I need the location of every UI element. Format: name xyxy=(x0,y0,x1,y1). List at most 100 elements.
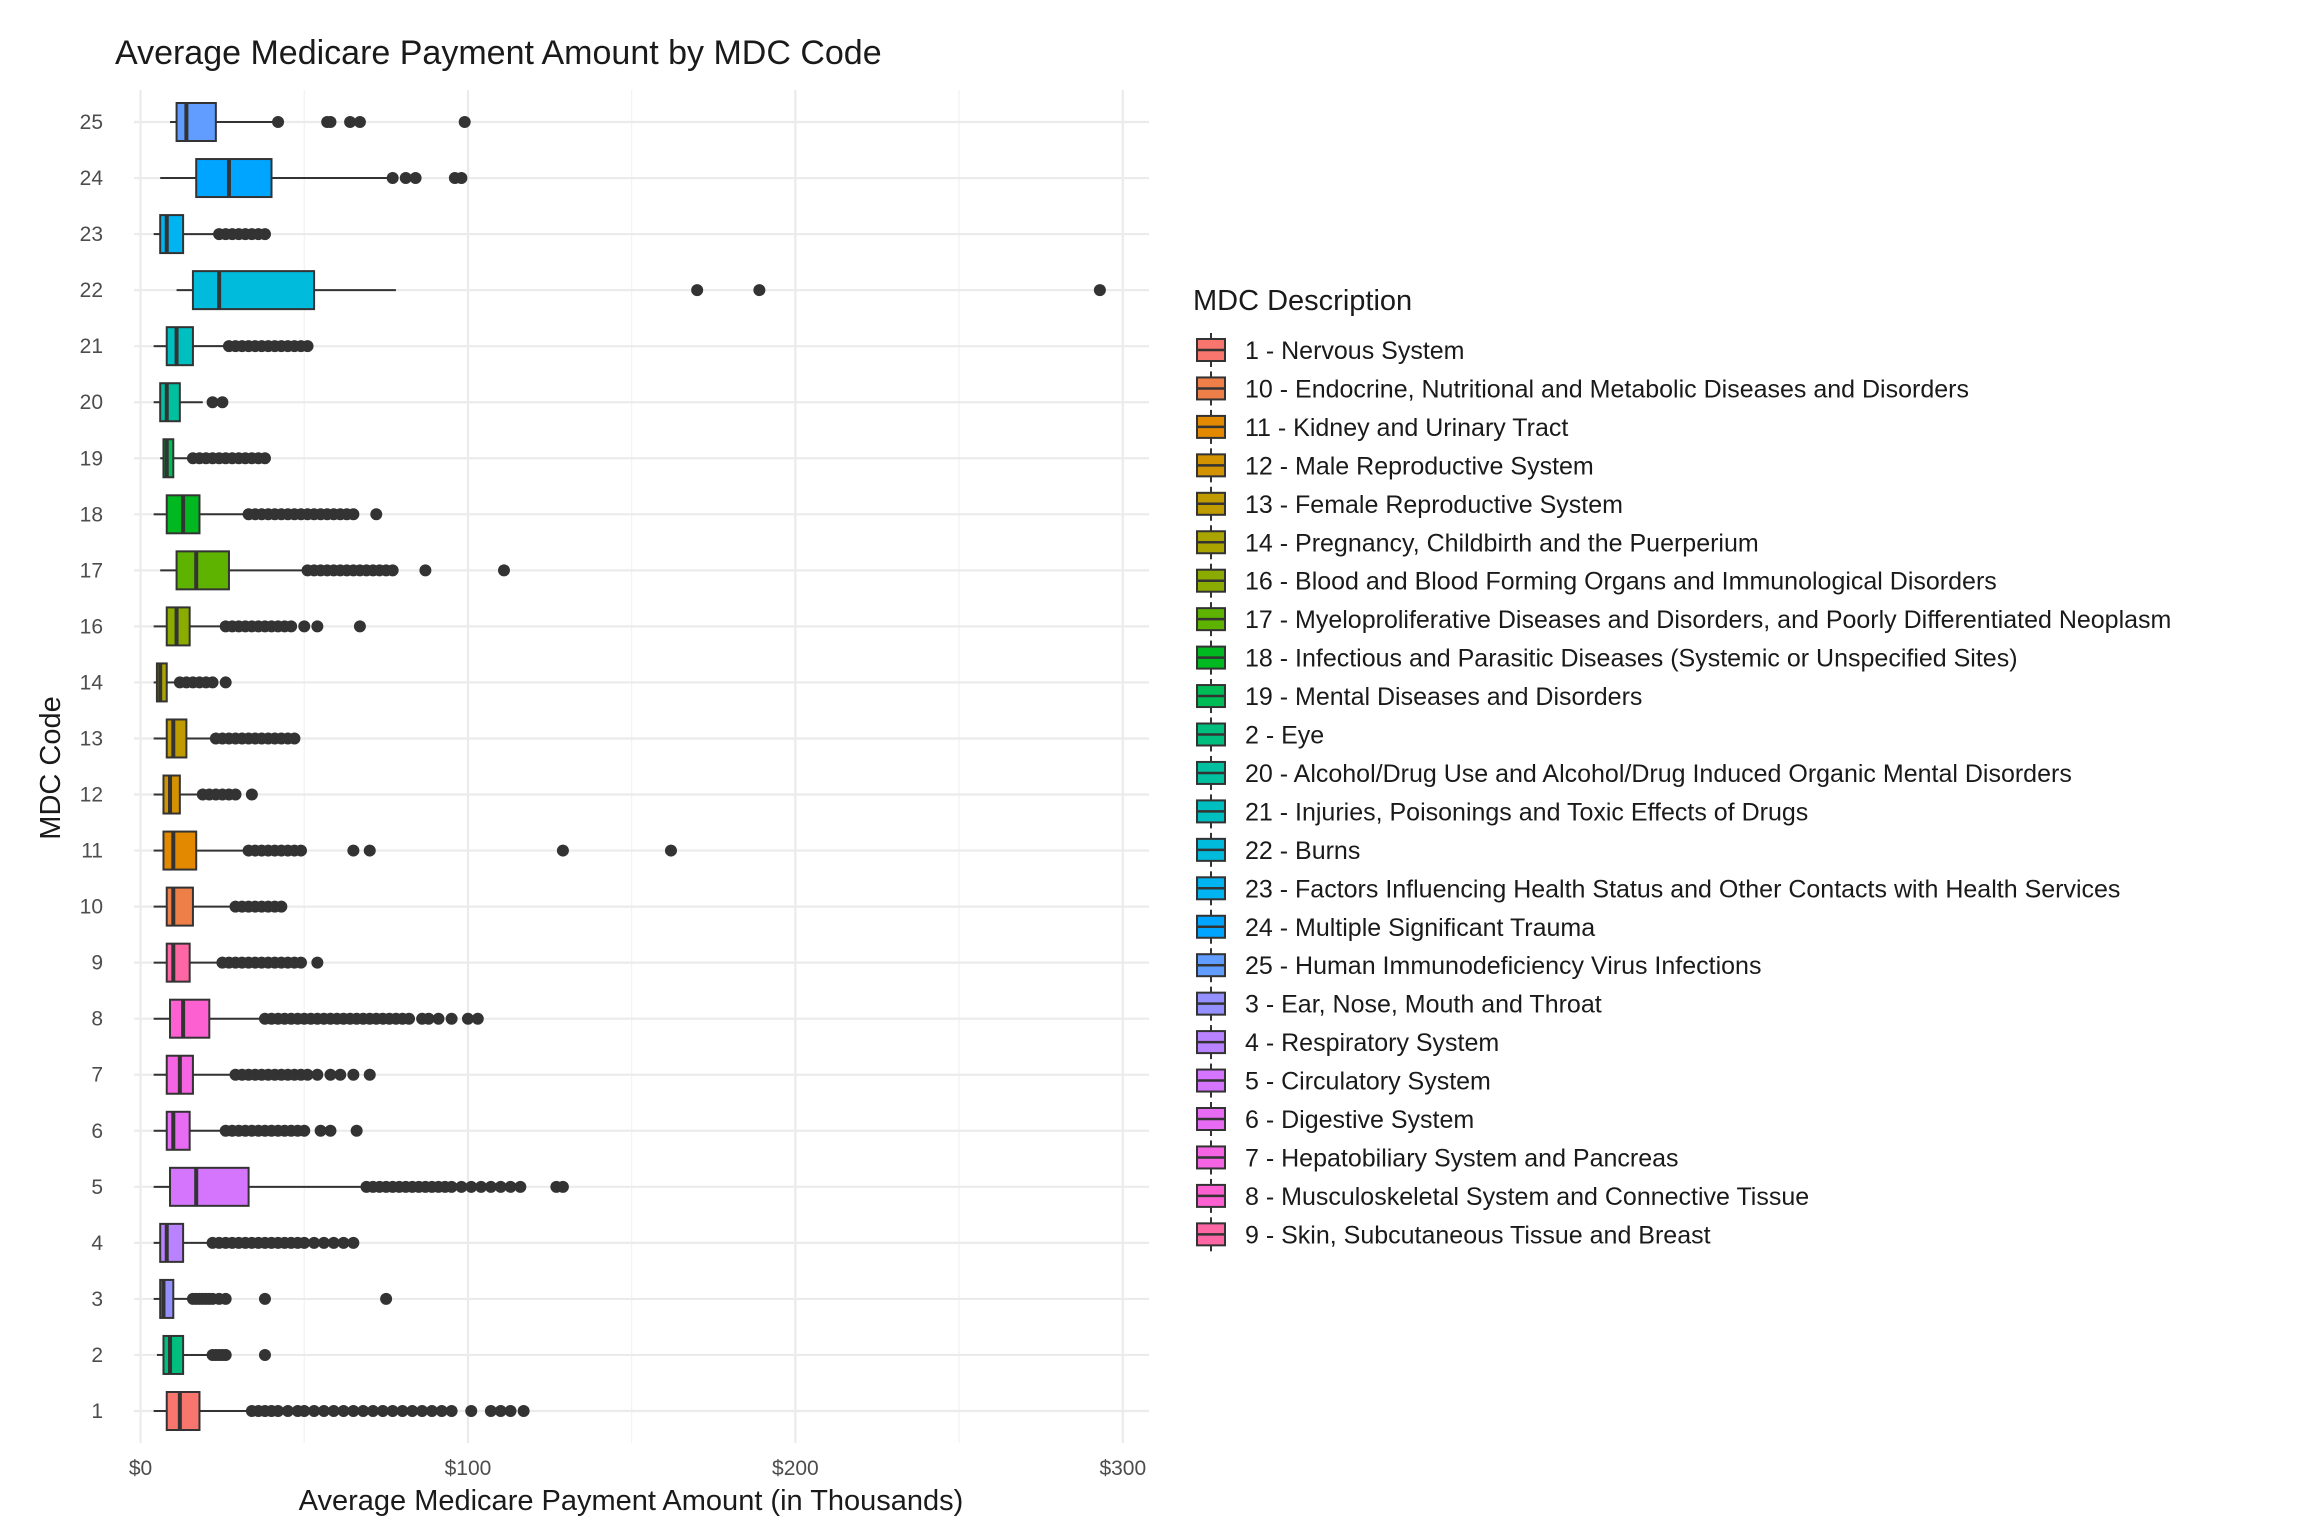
outlier-point xyxy=(317,1405,330,1417)
outlier-point xyxy=(497,564,510,577)
outlier-point xyxy=(298,1236,311,1249)
boxplot-mdc-14 xyxy=(153,662,232,703)
outlier-point xyxy=(314,1124,327,1137)
y-tick-label: 16 xyxy=(80,615,103,638)
outlier-point xyxy=(327,1405,340,1417)
outlier-point xyxy=(363,1068,376,1081)
x-tick-label: $200 xyxy=(772,1457,819,1480)
legend-label: 23 - Factors Influencing Health Status a… xyxy=(1245,875,2120,903)
legend-item: 8 - Musculoskeletal System and Connectiv… xyxy=(1196,1178,1809,1213)
boxplot-mdc-24 xyxy=(160,158,468,199)
box xyxy=(165,1391,201,1431)
box xyxy=(169,998,211,1039)
outlier-point xyxy=(514,1180,527,1193)
boxplot-mdc-18 xyxy=(153,494,383,535)
legend-item: 21 - Injuries, Poisonings and Toxic Effe… xyxy=(1196,794,1808,829)
legend-label: 22 - Burns xyxy=(1245,837,1360,865)
outlier-point xyxy=(504,1405,517,1417)
outlier-point xyxy=(294,844,307,857)
legend-item: 1 - Nervous System xyxy=(1196,333,1465,367)
box xyxy=(159,382,181,423)
y-tick-label: 17 xyxy=(80,559,103,582)
legend-label: 11 - Kidney and Urinary Tract xyxy=(1245,414,1568,442)
legend-label: 3 - Ear, Nose, Mouth and Throat xyxy=(1245,991,1602,1019)
y-tick-label: 24 xyxy=(80,167,104,190)
box xyxy=(165,1110,191,1151)
box xyxy=(165,886,194,927)
legend-item: 5 - Circulatory System xyxy=(1196,1063,1491,1098)
outlier-point xyxy=(465,1405,478,1417)
y-tick-label: 19 xyxy=(80,447,103,470)
outlier-point xyxy=(311,620,324,633)
outlier-point xyxy=(386,564,399,577)
boxplot-mdc-13 xyxy=(153,718,301,759)
box xyxy=(159,214,185,255)
boxplot-mdc-25 xyxy=(170,102,471,142)
outlier-point xyxy=(219,1292,232,1305)
outlier-point xyxy=(216,396,229,409)
outlier-point xyxy=(363,844,376,857)
outlier-point xyxy=(272,116,285,128)
y-tick-label: 22 xyxy=(80,279,103,302)
outlier-point xyxy=(445,1180,458,1193)
outlier-point xyxy=(337,1236,350,1249)
box xyxy=(165,718,188,759)
outlier-point xyxy=(380,1292,393,1305)
outlier-point xyxy=(258,1292,271,1305)
boxplot-mdc-8 xyxy=(153,998,484,1039)
outlier-point xyxy=(494,1180,507,1193)
outlier-point xyxy=(298,620,311,633)
outlier-point xyxy=(206,676,219,689)
outlier-point xyxy=(347,508,360,521)
y-axis-title: MDC Code xyxy=(35,696,67,839)
outlier-point xyxy=(753,284,766,297)
legend-item: 16 - Blood and Blood Forming Organs and … xyxy=(1196,563,1997,598)
outlier-point xyxy=(664,844,677,857)
outlier-point xyxy=(353,620,366,633)
outlier-point xyxy=(206,396,219,409)
legend-item: 20 - Alcohol/Drug Use and Alcohol/Drug I… xyxy=(1196,755,2072,790)
legend-label: 2 - Eye xyxy=(1245,722,1324,750)
legend-label: 18 - Infectious and Parasitic Diseases (… xyxy=(1245,645,2018,673)
outlier-point xyxy=(399,172,412,185)
outlier-point xyxy=(285,620,298,633)
outlier-point xyxy=(504,1180,517,1193)
box xyxy=(175,102,217,142)
boxplot-mdc-23 xyxy=(153,214,271,255)
y-tick-label: 4 xyxy=(91,1232,103,1255)
outlier-point xyxy=(311,956,324,969)
legend-item: 18 - Infectious and Parasitic Diseases (… xyxy=(1196,640,2018,675)
legend-item: 3 - Ear, Nose, Mouth and Throat xyxy=(1196,986,1602,1021)
boxplot-mdc-11 xyxy=(153,830,677,871)
boxplot-mdc-1 xyxy=(153,1391,530,1431)
boxplot-mdc-20 xyxy=(153,382,229,423)
outlier-point xyxy=(353,116,366,128)
boxplot-mdc-6 xyxy=(153,1110,363,1151)
y-tick-label: 14 xyxy=(80,671,104,694)
outlier-point xyxy=(425,1405,438,1417)
outlier-point xyxy=(272,1405,285,1417)
outlier-point xyxy=(357,1405,370,1417)
legend-item: 11 - Kidney and Urinary Tract xyxy=(1196,409,1568,444)
outlier-point xyxy=(556,844,569,857)
box xyxy=(165,942,191,983)
outlier-point xyxy=(445,1012,458,1025)
outlier-point xyxy=(327,1236,340,1249)
y-tick-label: 9 xyxy=(91,952,103,975)
outlier-point xyxy=(294,956,307,969)
boxplots xyxy=(153,102,1106,1431)
legend-item: 14 - Pregnancy, Childbirth and the Puerp… xyxy=(1196,525,1759,560)
y-tick-label: 1 xyxy=(91,1400,103,1423)
outlier-point xyxy=(275,900,288,913)
y-tick-label: 13 xyxy=(80,727,103,750)
boxplot-mdc-9 xyxy=(153,942,324,983)
legend-item: 17 - Myeloproliferative Diseases and Dis… xyxy=(1196,602,2171,637)
outlier-point xyxy=(298,1405,311,1417)
boxplot-mdc-19 xyxy=(160,438,271,479)
outlier-point xyxy=(324,1068,337,1081)
outlier-point xyxy=(219,676,232,689)
outlier-point xyxy=(1093,284,1106,297)
legend-label: 12 - Male Reproductive System xyxy=(1245,452,1594,480)
y-tick-label: 20 xyxy=(80,391,103,414)
